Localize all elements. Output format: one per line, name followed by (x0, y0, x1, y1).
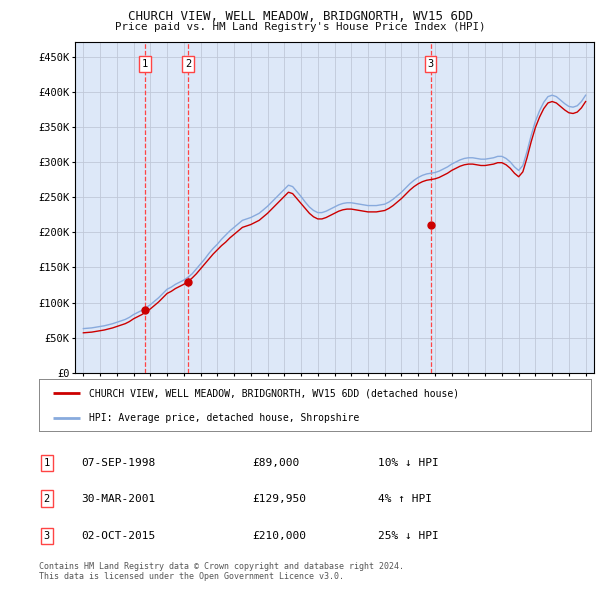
Text: 3: 3 (428, 59, 434, 69)
Text: 2: 2 (185, 59, 191, 69)
Text: CHURCH VIEW, WELL MEADOW, BRIDGNORTH, WV15 6DD: CHURCH VIEW, WELL MEADOW, BRIDGNORTH, WV… (128, 10, 473, 23)
Text: 2: 2 (44, 494, 50, 503)
Text: 25% ↓ HPI: 25% ↓ HPI (378, 531, 439, 540)
Text: Price paid vs. HM Land Registry's House Price Index (HPI): Price paid vs. HM Land Registry's House … (115, 22, 485, 32)
Text: CHURCH VIEW, WELL MEADOW, BRIDGNORTH, WV15 6DD (detached house): CHURCH VIEW, WELL MEADOW, BRIDGNORTH, WV… (89, 388, 459, 398)
Text: Contains HM Land Registry data © Crown copyright and database right 2024.
This d: Contains HM Land Registry data © Crown c… (39, 562, 404, 581)
Text: 1: 1 (142, 59, 148, 69)
Text: 10% ↓ HPI: 10% ↓ HPI (378, 458, 439, 468)
Text: £89,000: £89,000 (252, 458, 299, 468)
Text: 02-OCT-2015: 02-OCT-2015 (81, 531, 155, 540)
Text: HPI: Average price, detached house, Shropshire: HPI: Average price, detached house, Shro… (89, 413, 359, 422)
Text: 4% ↑ HPI: 4% ↑ HPI (378, 494, 432, 503)
Text: 30-MAR-2001: 30-MAR-2001 (81, 494, 155, 503)
Text: £129,950: £129,950 (252, 494, 306, 503)
Text: £210,000: £210,000 (252, 531, 306, 540)
Text: 3: 3 (44, 531, 50, 540)
Text: 1: 1 (44, 458, 50, 468)
Text: 07-SEP-1998: 07-SEP-1998 (81, 458, 155, 468)
